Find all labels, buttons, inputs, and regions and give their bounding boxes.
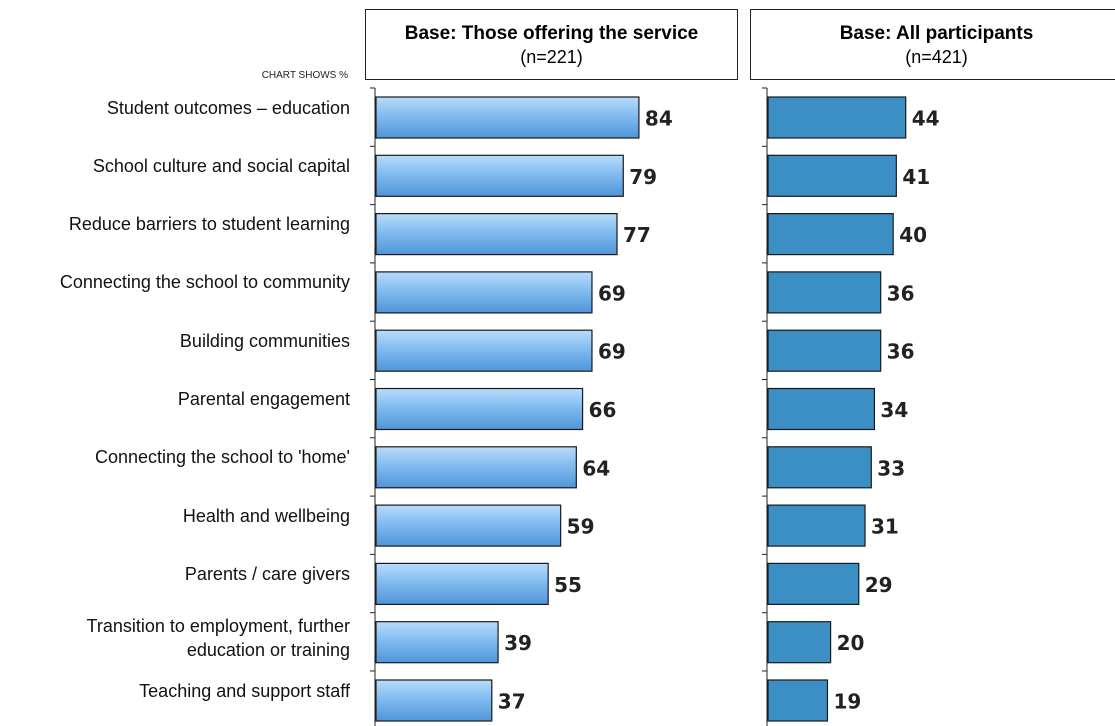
data-label: 20 [837, 631, 865, 655]
data-label: 19 [833, 690, 861, 714]
bar [767, 504, 866, 547]
panel-header-offering: Base: Those offering the service (n=221) [365, 9, 738, 80]
category-label: Parents / care givers [184, 563, 350, 584]
data-label: 84 [645, 107, 673, 131]
bar [767, 271, 882, 314]
data-label: 37 [498, 690, 526, 714]
data-label: 34 [880, 398, 908, 422]
data-label: 39 [504, 631, 532, 655]
data-label: 64 [582, 456, 610, 480]
bar [375, 271, 593, 314]
panel-header-all: Base: All participants (n=421) [750, 9, 1115, 80]
category-label: Reduce barriers to student learning [68, 214, 350, 235]
data-label: 77 [623, 223, 651, 247]
bar [375, 621, 499, 664]
category-label: Student outcomes – education [106, 97, 350, 118]
unit-note: CHART SHOWS % [261, 70, 348, 81]
bar [767, 446, 872, 489]
panel-title: Base: All participants [839, 23, 1034, 44]
bar [767, 562, 860, 606]
data-label: 79 [629, 165, 657, 189]
data-label: 59 [567, 515, 595, 539]
category-label: School culture and social capital [92, 155, 350, 176]
data-label: 31 [871, 515, 899, 539]
bar [375, 387, 584, 431]
bar [375, 679, 493, 722]
bar [767, 621, 832, 664]
data-label: 36 [887, 340, 915, 364]
category-label: Parental engagement [177, 389, 350, 409]
category-label: Teaching and support staff [139, 680, 350, 701]
data-label: 36 [887, 281, 915, 305]
data-label: 40 [899, 223, 927, 247]
category-label: Health and wellbeing [182, 505, 350, 526]
data-label: 66 [589, 398, 617, 422]
category-label: Connecting the school to 'home' [94, 447, 350, 468]
panel-title: Base: Those offering the service [404, 23, 699, 44]
data-label: 41 [902, 165, 930, 189]
data-label: 69 [598, 281, 626, 305]
data-label: 44 [912, 107, 940, 131]
bar [375, 96, 640, 139]
bar [767, 154, 897, 197]
bar [767, 329, 882, 372]
data-label: 33 [877, 456, 905, 480]
bar [375, 446, 577, 489]
data-label: 29 [865, 573, 893, 597]
panel-base-count: (n=221) [520, 47, 583, 67]
data-label: 69 [598, 340, 626, 364]
data-label: 55 [554, 573, 582, 597]
category-label: Transition to employment, further educati… [86, 616, 350, 661]
bar [375, 213, 618, 256]
bar [767, 679, 829, 722]
bar [375, 504, 562, 547]
bar [375, 562, 549, 606]
bar [375, 154, 624, 197]
category-label: Building communities [179, 330, 350, 351]
bar [375, 329, 593, 372]
panel-base-count: (n=421) [905, 47, 968, 67]
bar [767, 96, 907, 139]
category-label: Connecting the school to community [59, 272, 350, 293]
bar [767, 213, 894, 256]
bar [767, 387, 876, 431]
